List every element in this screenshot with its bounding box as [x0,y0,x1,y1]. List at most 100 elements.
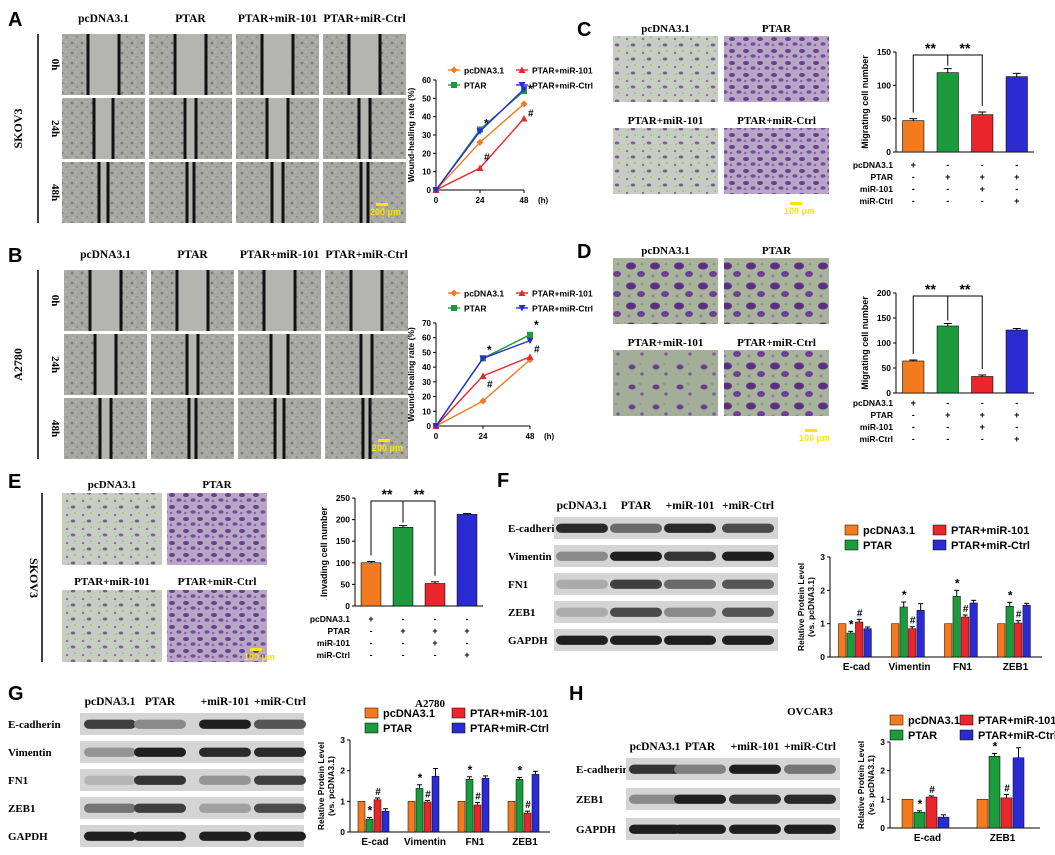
wound-edge-left [88,270,92,331]
cell-line-label: SKOV3 [11,108,25,148]
legend-swatch [844,539,859,551]
protein-band [84,831,136,841]
wound-edge-right [370,334,374,395]
x-tick-label: FN1 [466,837,485,848]
transwell-image [724,350,829,416]
series-point [526,353,534,360]
treatment-sign: - [946,184,949,194]
significance-mark: # [857,608,863,619]
y-tick-label: 60 [422,334,431,343]
x-tick-label: ZEB1 [990,833,1016,844]
bar [902,120,925,153]
bar [863,628,872,658]
wound-edge-right [366,162,370,223]
treatment-sign: - [912,196,915,206]
wound-edge-right [119,270,123,331]
treatment-sign: - [981,398,984,408]
transwell-image [613,350,718,416]
y-tick-label: 10 [422,407,431,416]
protein-label: E-cadherin [576,764,629,776]
legend-label: PTAR+miR-Ctrl [470,723,549,735]
protein-band [610,551,662,561]
bar [423,801,432,833]
y-tick-label: 150 [877,313,891,323]
y-tick-label: 2 [880,766,885,776]
series-point [451,305,457,311]
wound-gap [262,34,293,95]
series-line [435,356,531,427]
wound-gap [271,334,288,395]
treatment-sign: - [912,410,915,420]
protein-label: FN1 [508,579,528,591]
legend-label: PTAR [908,730,937,742]
legend-label: PTAR+miR-Ctrl [951,540,1030,552]
bar [457,801,466,833]
protein-label: ZEB1 [508,607,536,619]
lane-label: +miR-101 [731,741,780,753]
series-point [518,82,526,89]
y-tick-label: 50 [341,579,351,589]
protein-band [254,719,306,729]
lane-label: pcDNA3.1 [630,741,681,753]
y-tick-label: 70 [422,319,431,328]
y-tick-label: 0 [427,422,432,431]
treatment-sign: + [1014,410,1019,420]
bar [357,801,366,833]
wound-gap [88,34,119,95]
treatment-sign: - [912,422,915,432]
legend-label: pcDNA3.1 [383,708,435,720]
x-tick-label: Vimentin [404,837,446,848]
series-point [518,66,526,73]
transwell-image [62,590,162,662]
protein-band [664,607,716,617]
legend-swatch [364,722,379,734]
bar [902,360,925,394]
wound-gap [275,398,284,459]
wound-gap [349,34,380,95]
protein-band [199,747,251,757]
series-point [520,115,528,122]
bar [969,602,978,658]
protein-band [84,803,136,813]
bar [971,114,994,153]
protein-band [729,794,781,804]
wound-edge-left [183,98,187,159]
y-axis-label: Wound-healing rate (%) [406,87,416,182]
y-tick-label: 250 [336,493,350,503]
cell-line-label: OVCAR3 [787,706,833,718]
significance-mark: * [487,343,492,357]
legend-swatch [844,524,859,536]
wound-edge-right [368,398,372,459]
significance-bracket [912,54,949,113]
y-axis-label: (vs. pcDNA3.1) [866,755,876,815]
treatment-sign: - [946,398,949,408]
y-tick-label: 1 [880,794,885,804]
scale-bar-label: 100 μm [784,206,815,216]
protein-band [722,607,774,617]
wound-edge-left [357,98,361,159]
bar [456,514,478,607]
significance-mark: ** [960,281,971,297]
wound-edge-left [265,98,269,159]
bar [381,810,390,833]
bar [988,756,1001,829]
treatment-sign: + [368,614,373,624]
y-tick-label: 150 [877,47,891,57]
wound-edge-left [187,398,191,459]
significance-mark: # [525,800,531,811]
column-label: PTAR [175,13,206,25]
protein-band [84,775,136,785]
significance-mark: ** [382,486,393,502]
lane-label: PTAR [685,741,716,753]
treatment-sign: - [946,196,949,206]
significance-mark: * [528,82,533,96]
column-label: pcDNA3.1 [78,13,129,25]
bar [360,562,382,607]
image-label: PTAR [762,245,792,257]
wound-edge-right [196,334,200,395]
treatment-sign: + [911,398,916,408]
series-point [432,423,440,430]
treatment-sign: - [466,638,469,648]
y-tick-label: 100 [877,80,891,90]
